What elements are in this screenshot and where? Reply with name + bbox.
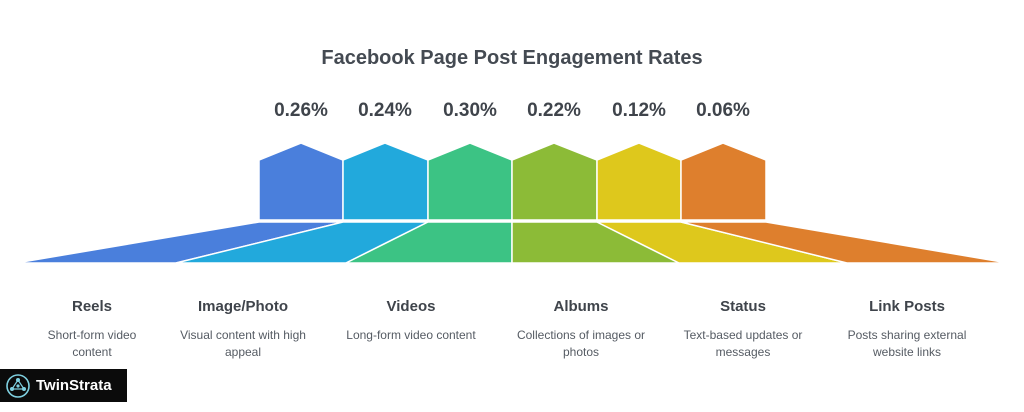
percent-link-posts: 0.06% — [696, 100, 750, 121]
label-link-posts: Link Posts — [869, 298, 945, 315]
label-albums: Albums — [553, 298, 609, 315]
percent-reels: 0.26% — [274, 100, 328, 121]
percent-videos: 0.30% — [443, 100, 497, 121]
pillar-videos — [427, 142, 513, 221]
floor-link-posts — [680, 221, 1009, 264]
desc-link-posts: Posts sharing external website links — [847, 328, 967, 359]
engagement-diagram — [15, 142, 1009, 264]
pillar-image-photo — [342, 142, 429, 221]
pillar-reels — [258, 142, 344, 221]
brand-badge: TwinStrata — [0, 369, 127, 402]
pillar-link-posts — [680, 142, 767, 221]
percent-image-photo: 0.24% — [358, 100, 412, 121]
pillar-albums — [511, 142, 598, 221]
diagram-title: Facebook Page Post Engagement Rates — [321, 47, 703, 69]
percent-status: 0.12% — [612, 100, 666, 121]
desc-albums: Collections of images or photos — [516, 328, 646, 359]
pillar-status — [596, 142, 682, 221]
desc-image-photo: Visual content with high appeal — [180, 328, 306, 359]
label-image-photo: Image/Photo — [197, 298, 288, 315]
label-status: Status — [720, 298, 766, 315]
desc-videos: Long-form video content — [346, 328, 476, 342]
percent-albums: 0.22% — [527, 100, 581, 121]
label-videos: Videos — [386, 298, 436, 315]
brand-name: TwinStrata — [36, 377, 112, 394]
label-reels: Reels — [71, 298, 113, 315]
desc-status: Text-based updates or messages — [683, 328, 803, 359]
molecule-icon — [6, 373, 30, 398]
desc-reels: Short-form video content — [47, 328, 137, 359]
